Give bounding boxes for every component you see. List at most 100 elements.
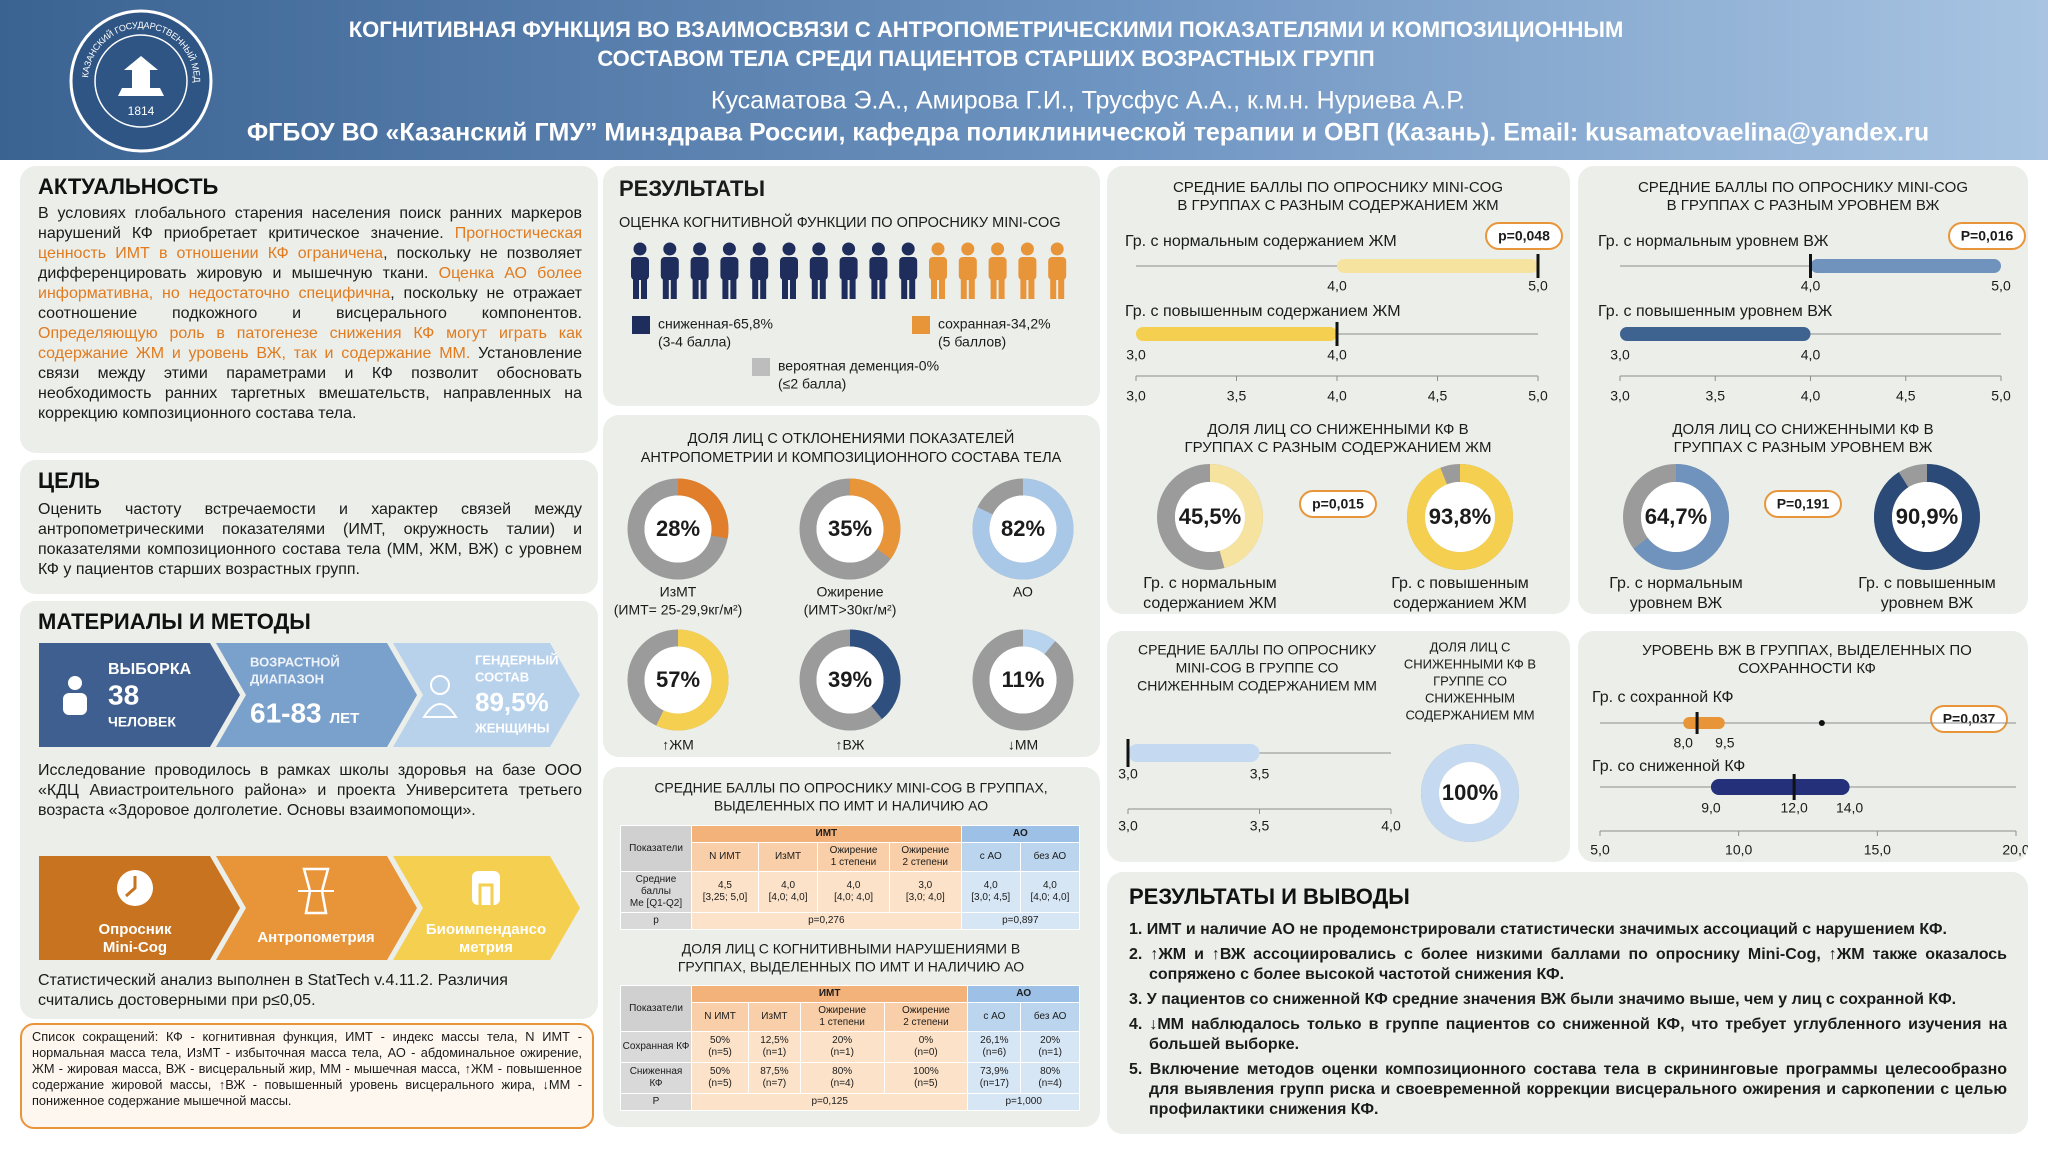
chart-title: ДОЛЯ ЛИЦ С ОТКЛОНЕНИЯМИ ПОКАЗАТЕЛЕЙ — [688, 429, 1015, 447]
tick-label: 20,0 — [2002, 842, 2028, 858]
donut-name: Гр. с нормальным — [1609, 575, 1743, 592]
range-bar — [1620, 327, 1811, 341]
person-icon — [998, 277, 1005, 299]
legend-swatch — [632, 316, 650, 334]
range-bar — [1136, 327, 1337, 341]
donut-name: Ожирение — [817, 584, 884, 600]
table-subheader: N ИМТ — [690, 1002, 750, 1032]
person-icon — [1020, 242, 1034, 256]
tick-label: 4,0 — [1801, 388, 1821, 404]
donut-name: содержанием ЖМ — [1143, 595, 1277, 612]
person-icon — [700, 277, 707, 299]
person-icon — [909, 277, 916, 299]
tick-label: 3,5 — [1227, 388, 1247, 404]
chart-title: СНИЖЕННЫМ — [1425, 690, 1515, 705]
person-icon — [901, 277, 908, 299]
row-label: P — [620, 1093, 692, 1111]
donut-name: содержанием ЖМ — [1393, 595, 1527, 612]
tool-label: метрия — [459, 939, 513, 956]
table-cell: 73,9% (n=17) — [967, 1062, 1022, 1094]
icon — [68, 676, 82, 690]
person-icon — [961, 242, 975, 256]
icon — [472, 871, 500, 905]
person-icon — [1020, 277, 1027, 299]
person-icon — [663, 242, 677, 256]
person-icon — [811, 277, 818, 299]
person-icon — [670, 277, 677, 299]
chart-title: ДОЛЯ ЛИЦ С КОГНИТИВНЫМИ НАРУШЕНИЯМИ В — [682, 941, 1020, 957]
person-icon — [693, 242, 707, 256]
person-icon — [879, 277, 886, 299]
donut-hole — [1892, 482, 1962, 552]
person-icon — [692, 277, 699, 299]
value-label: 4,0 — [1327, 347, 1347, 363]
fact-unit: ЛЕТ — [330, 710, 360, 727]
person-icon — [931, 277, 937, 299]
title-line: КОГНИТИВНАЯ ФУНКЦИЯ ВО ВЗАИМОСВЯЗИ С АНТ… — [349, 17, 1624, 42]
header: КАЗАНСКИЙ ГОСУДАРСТВЕННЫЙ МЕДИЦИНСКИЙ УН… — [0, 0, 2048, 160]
icon — [430, 675, 450, 695]
conclusions-list: 1. ИМТ и наличие АО не продемонстрировал… — [1129, 920, 2007, 1125]
vf-cognition-panel: УРОВЕНЬ ВЖ В ГРУППАХ, ВЫДЕЛЕННЫХ ПО СОХРА… — [1578, 631, 2028, 862]
table-row: Показатели ИМТ АО — [620, 825, 1081, 872]
p-value: p=0,048 — [1498, 228, 1550, 244]
donut-label: 39% — [828, 667, 872, 692]
conclusion-item: 4. ↓ММ наблюдалось только в группе пацие… — [1129, 1016, 2007, 1053]
donut-label: 90,9% — [1896, 504, 1958, 529]
accent-text: Определяющую роль в патогенезе снижения … — [38, 325, 582, 362]
section-title: РЕЗУЛЬТАТЫ И ВЫВОДЫ — [1129, 884, 1410, 909]
donut-label: 100% — [1442, 780, 1498, 805]
table-cell: 3,0 [3,0; 4,0] — [888, 871, 962, 913]
donut-hole — [816, 646, 884, 714]
donut-name: ↑ВЖ — [836, 737, 865, 753]
chart-title: ГРУППАХ С РАЗНЫМ УРОВНЕМ ВЖ — [1674, 439, 1933, 456]
tick-label: 3,0 — [1126, 388, 1146, 404]
person-icon — [631, 257, 649, 280]
person-icon — [939, 277, 945, 299]
person-icon — [752, 277, 759, 299]
group-name: Гр. с нормальным уровнем ВЖ — [1598, 233, 1829, 250]
donut-name: ↑ЖМ — [662, 737, 694, 753]
accent-text: Оценка АО более информативна, но недоста… — [38, 265, 582, 302]
tick-label: 5,0 — [1528, 388, 1548, 404]
donut-label: 82% — [1001, 516, 1045, 541]
table-row: Показатели ИМТ АО — [620, 985, 1080, 1032]
value-label: 3,0 — [1610, 347, 1630, 363]
donut-name: ИзМТ — [660, 584, 697, 600]
value-label: 4,0 — [1801, 347, 1821, 363]
chart-title: ГРУППАХ С РАЗНЫМ СОДЕРЖАНИЕМ ЖМ — [1184, 439, 1491, 456]
chart-title: УРОВЕНЬ ВЖ В ГРУППАХ, ВЫДЕЛЕННЫХ ПО — [1642, 642, 1972, 659]
share-table: Показатели ИМТ АО N ИМТ ИзМТ Ожирение 1 степе… — [620, 985, 1080, 1111]
icon — [478, 883, 494, 905]
person-icon — [633, 277, 639, 299]
legend-label: вероятная деменция-0% — [778, 358, 939, 374]
person-icon — [660, 257, 679, 280]
tick-label: 15,0 — [1864, 842, 1891, 858]
p-badge — [1764, 490, 1842, 518]
donut-arc — [799, 629, 901, 731]
donut-note: (ИМТ>30кг/м²) — [804, 602, 897, 618]
donut-arc — [972, 478, 1074, 580]
section-title: РЕЗУЛЬТАТЫ — [619, 176, 765, 201]
person-icon — [780, 257, 798, 280]
donut-note: (ИМТ= 25-29,9кг/м²) — [614, 602, 743, 618]
tick-label: 4,0 — [1381, 818, 1401, 834]
donut-arc — [972, 629, 1074, 731]
tick-label: 4,5 — [1896, 388, 1916, 404]
person-icon — [752, 242, 766, 256]
relevance-text: В условиях глобального старения населени… — [38, 204, 582, 424]
table-cell: 50% (n=5) — [690, 1031, 750, 1063]
donut-arc — [627, 478, 729, 580]
conclusion-item: 5. Включение методов оценки композиционн… — [1129, 1061, 2007, 1118]
donut-arc — [1874, 464, 1980, 570]
donut-hole — [989, 495, 1057, 563]
deviations-panel: ДОЛЯ ЛИЦ С ОТКЛОНЕНИЯМИ ПОКАЗАТЕЛЕЙ АНТРО… — [603, 415, 1100, 757]
section-title: ЦЕЛЬ — [38, 468, 100, 493]
table-cell: 4,5 [3,25; 5,0] — [691, 871, 759, 913]
person-icon — [988, 257, 1007, 280]
chart-title: ОЦЕНКА КОГНИТИВНОЙ ФУНКЦИИ ПО ОПРОСНИКУ … — [619, 213, 1061, 231]
value-label: 4,0 — [1327, 278, 1347, 294]
table-row: Сохранная КФ 50% (n=5) 12,5% (n=1) 20% (n=1… — [620, 1031, 1080, 1063]
table-cell: 80% (n=4) — [1020, 1062, 1080, 1094]
person-icon — [809, 257, 828, 280]
